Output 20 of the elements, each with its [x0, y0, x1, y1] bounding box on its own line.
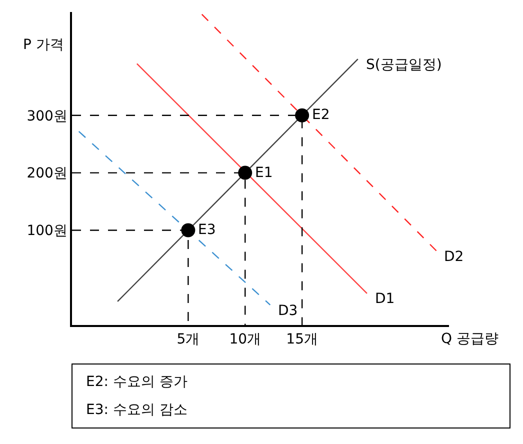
- x-tick-label: 5개: [176, 332, 200, 348]
- series-label: S(공급일정): [366, 57, 442, 73]
- annotation: E3: [198, 222, 216, 238]
- x-tick-label: 15개: [286, 332, 318, 348]
- series-label: D1: [375, 291, 395, 307]
- series-label: D2: [444, 249, 464, 265]
- series-label: D3: [278, 303, 298, 319]
- point: [295, 108, 310, 122]
- text: E3: 수요의 감소: [86, 402, 188, 418]
- point: [238, 166, 252, 180]
- annotation: E1: [255, 165, 273, 181]
- y-axis-title: P 가격: [23, 37, 64, 53]
- y-tick-label: 100원: [26, 223, 68, 240]
- text: E2: 수요의 증가: [86, 374, 188, 390]
- y-tick-label: 300원: [26, 108, 68, 124]
- point: [181, 223, 196, 238]
- annotation: E2: [312, 107, 330, 123]
- x-tick-label: 10개: [229, 332, 262, 348]
- y-tick-label: 200원: [26, 166, 68, 182]
- x-axis-title: Q 공급량: [441, 331, 498, 347]
